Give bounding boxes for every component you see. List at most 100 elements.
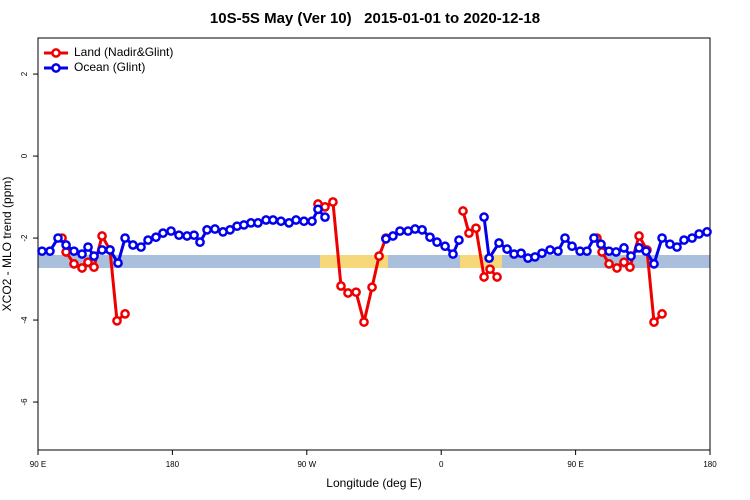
point (253, 218, 263, 228)
point (69, 246, 79, 257)
y-axis-label: XCO2 - MLO trend (ppm) (0, 177, 14, 312)
chart-title: 10S-5S May (Ver 10) 2015-01-01 to 2020-1… (210, 10, 540, 27)
point (151, 232, 161, 243)
point (45, 246, 55, 257)
point (69, 259, 79, 269)
point (612, 263, 622, 273)
point (388, 231, 398, 241)
y-tick-label: -2 (20, 234, 29, 242)
point (619, 257, 629, 268)
point (492, 272, 502, 282)
point (553, 246, 563, 257)
point (530, 252, 540, 262)
point (619, 243, 629, 253)
point (458, 206, 468, 216)
point (374, 251, 384, 261)
point (351, 287, 361, 298)
point (112, 316, 122, 326)
point (448, 249, 458, 259)
point (560, 233, 570, 243)
point (299, 216, 309, 227)
point (174, 230, 184, 241)
point (195, 237, 205, 248)
point (268, 215, 278, 225)
point (367, 282, 377, 293)
point (479, 272, 489, 282)
point (502, 244, 512, 254)
point (113, 258, 123, 268)
point (77, 263, 87, 273)
point (596, 239, 606, 250)
y-tick-label: 2 (20, 71, 29, 76)
point (307, 216, 317, 227)
point (494, 238, 504, 248)
point (359, 317, 369, 327)
point (479, 212, 489, 222)
point (83, 257, 93, 268)
point (672, 242, 682, 252)
point (320, 212, 330, 222)
point (158, 228, 168, 238)
x-tick-label: 180 (166, 460, 180, 469)
legend-marker (51, 63, 61, 73)
legend-marker (51, 48, 61, 58)
point (166, 226, 176, 236)
x-tick-label: 90 E (30, 460, 46, 469)
point (225, 225, 235, 235)
point (97, 231, 107, 241)
point (89, 262, 99, 273)
point (291, 215, 301, 225)
point (567, 241, 577, 252)
point (343, 288, 353, 298)
y-tick-label: -4 (20, 316, 29, 324)
point (625, 262, 635, 273)
legend-label: Ocean (Glint) (74, 60, 145, 74)
x-tick-label: 0 (439, 460, 444, 469)
point (687, 233, 697, 243)
point (105, 245, 115, 255)
point (471, 223, 481, 234)
point (336, 281, 346, 291)
point (634, 231, 644, 241)
point (694, 229, 704, 239)
point (395, 226, 405, 236)
point (516, 248, 526, 259)
point (582, 246, 592, 257)
x-tick-label: 180 (703, 460, 717, 469)
point (485, 264, 495, 275)
point (61, 240, 71, 250)
point (120, 309, 130, 319)
point (120, 233, 130, 243)
point (679, 235, 689, 245)
point (417, 225, 427, 235)
point (545, 245, 555, 255)
point (657, 309, 667, 319)
point (143, 235, 153, 245)
point (313, 204, 323, 215)
point (425, 232, 435, 243)
legend-label: Land (Nadir&Glint) (74, 45, 173, 59)
point (432, 237, 442, 248)
point (589, 233, 599, 243)
point (83, 242, 93, 252)
point (53, 233, 63, 243)
y-tick-label: 0 (20, 153, 29, 158)
point (328, 197, 338, 207)
y-tick-label: -6 (20, 398, 29, 406)
x-axis-label: Longitude (deg E) (326, 476, 421, 490)
point (604, 259, 614, 269)
point (77, 249, 87, 259)
point (89, 251, 99, 261)
point (657, 233, 667, 243)
point (537, 248, 547, 259)
point (440, 241, 450, 252)
x-tick-label: 90 E (567, 460, 583, 469)
point (626, 251, 636, 261)
point (484, 253, 494, 263)
plot-frame (37, 37, 711, 451)
point (128, 240, 138, 250)
point (189, 230, 199, 241)
point (641, 246, 651, 257)
point (702, 227, 712, 237)
